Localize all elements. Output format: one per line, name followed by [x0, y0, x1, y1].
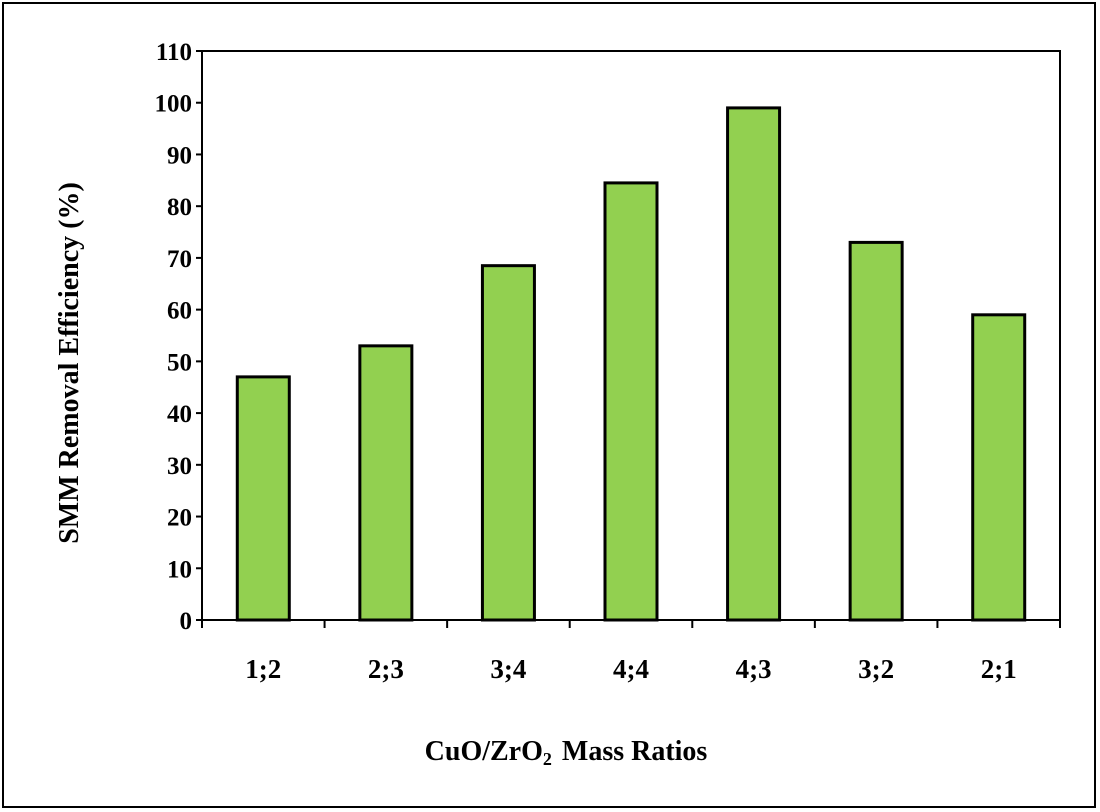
- y-tick-label: 90: [167, 142, 192, 169]
- y-tick-label: 80: [167, 194, 192, 221]
- y-tick-label: 110: [156, 39, 192, 66]
- y-tick-label: 50: [167, 349, 192, 376]
- x-axis-title-subscript: 2: [543, 749, 552, 769]
- bar-7: [973, 315, 1025, 620]
- bar-4: [605, 183, 657, 620]
- y-tick-label: 10: [167, 556, 192, 583]
- x-axis-title-main: CuO/ZrO: [425, 736, 543, 767]
- x-tick-label: 2;3: [368, 654, 404, 684]
- bar-1: [237, 377, 289, 620]
- x-tick-label: 4;4: [613, 654, 649, 684]
- x-tick-label: 1;2: [245, 654, 281, 684]
- x-axis-ticks: 1;2 2;3 3;4 4;4 4;3 3;2 2;1: [202, 620, 1060, 684]
- y-axis-title: SMM Removal Efficiency (%): [54, 182, 85, 544]
- bar-3: [482, 266, 534, 620]
- y-tick-label: 60: [167, 298, 192, 325]
- y-tick-label: 20: [167, 505, 192, 532]
- bar-6: [850, 242, 902, 620]
- y-tick-label: 100: [155, 91, 193, 118]
- x-axis-title-tail: Mass Ratios: [562, 736, 708, 767]
- y-tick-label: 30: [167, 453, 192, 480]
- bar-5: [728, 108, 780, 620]
- y-tick-label: 0: [180, 608, 193, 635]
- x-axis-title: CuO/ZrO2 Mass Ratios: [425, 736, 708, 769]
- y-axis-ticks: 0 10 20 30 40 50 60 70 80 90 100 110: [155, 39, 203, 635]
- x-tick-label: 3;2: [858, 654, 894, 684]
- bars: [237, 108, 1024, 620]
- x-tick-label: 2;1: [981, 654, 1017, 684]
- y-tick-label: 70: [167, 246, 192, 273]
- x-tick-label: 3;4: [490, 654, 526, 684]
- y-tick-label: 40: [167, 401, 192, 428]
- x-tick-label: 4;3: [736, 654, 772, 684]
- bar-2: [360, 346, 412, 620]
